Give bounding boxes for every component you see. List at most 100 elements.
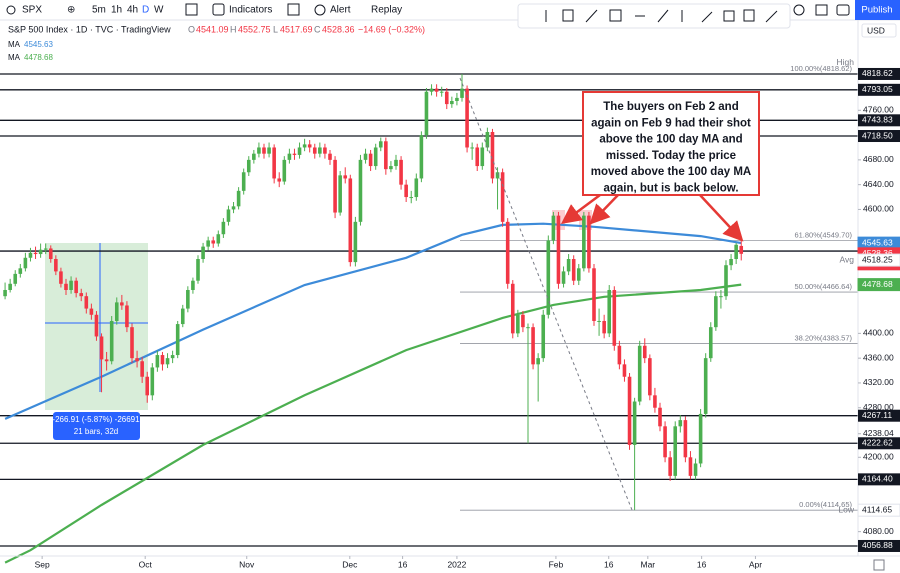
- candle-body: [338, 175, 342, 213]
- price-label: 4478.68: [862, 279, 893, 289]
- candle-body: [622, 364, 627, 377]
- candle-body: [551, 215, 556, 241]
- candle-body: [282, 159, 287, 182]
- interval[interactable]: 1h: [111, 5, 122, 16]
- legend-c-value: 4528.36: [322, 24, 355, 34]
- candle-body: [541, 314, 546, 359]
- x-tick-label: 16: [697, 559, 707, 569]
- alert-icon[interactable]: [314, 4, 326, 16]
- currency[interactable]: USD: [867, 25, 885, 35]
- candle-body: [231, 206, 236, 210]
- candle-body: [292, 153, 297, 155]
- candle-body: [120, 302, 124, 306]
- add-symbol[interactable]: ⊕: [67, 5, 75, 16]
- tool-icon[interactable]: [723, 10, 735, 22]
- tool-icon[interactable]: [585, 9, 598, 23]
- candle-body: [252, 153, 256, 160]
- candle-body: [678, 420, 683, 427]
- axis-layer: 4760.00 4680.00 4640.00 4600.00 4400.00 4360.…: [35, 57, 900, 569]
- interval[interactable]: 5m: [92, 5, 106, 16]
- candle-body: [328, 153, 332, 160]
- candle-body: [216, 234, 221, 244]
- axis-settings[interactable]: [873, 559, 885, 571]
- symbol[interactable]: SPX: [22, 5, 42, 16]
- alert-button[interactable]: Alert: [330, 5, 351, 16]
- tool-icon[interactable]: [657, 9, 669, 23]
- price-tag: Avg: [840, 254, 855, 264]
- candle-body: [38, 249, 43, 255]
- candle-body: [48, 248, 53, 260]
- candle-body: [505, 221, 510, 284]
- snapshot-icon[interactable]: [836, 4, 850, 16]
- tool-icon[interactable]: [609, 9, 622, 22]
- candle-body: [703, 358, 708, 414]
- price-label: 4528.36: [862, 248, 893, 258]
- chart-type-icon[interactable]: [185, 3, 198, 16]
- currency-box[interactable]: [861, 23, 897, 38]
- candle-body: [28, 252, 33, 258]
- candle-body: [637, 345, 642, 402]
- candle-body: [191, 280, 195, 290]
- y-tick-label: 4760.00: [863, 105, 894, 115]
- drawing-tools: [545, 4, 850, 23]
- candle-body: [287, 153, 292, 160]
- tool-icon[interactable]: [743, 9, 755, 22]
- candle-body: [165, 358, 170, 365]
- candle-body: [175, 324, 180, 356]
- price-label-box: [857, 278, 900, 292]
- candle-body: [429, 88, 434, 92]
- legend-o: O: [188, 24, 195, 34]
- y-tick-label: 4280.00: [863, 402, 894, 412]
- high-tag: High: [837, 57, 855, 67]
- y-tick-label: 4080.00: [863, 526, 894, 536]
- legend-l: L: [273, 24, 278, 34]
- candle-body: [632, 401, 637, 445]
- price-tag: Low: [838, 504, 854, 514]
- level-label: 4718.50: [862, 130, 893, 140]
- candle-body: [587, 215, 591, 269]
- candle-body: [94, 314, 99, 337]
- level-label-box: [858, 67, 900, 80]
- candle-body: [663, 426, 667, 458]
- tool-icon[interactable]: [701, 11, 713, 23]
- candle-body: [348, 178, 353, 263]
- level-label: 4267.11: [862, 410, 892, 420]
- publish-button-bg[interactable]: [855, 0, 900, 20]
- fullscreen-icon[interactable]: [815, 4, 828, 16]
- ma-line: [4, 283, 742, 564]
- tool-icon[interactable]: [765, 10, 778, 23]
- candle-body: [140, 361, 144, 377]
- indicators-icon[interactable]: [212, 3, 225, 16]
- candle-body: [597, 320, 601, 322]
- candle-body: [607, 289, 612, 334]
- y-tick-label: 4360.00: [863, 352, 894, 362]
- settings-icon[interactable]: [793, 4, 805, 16]
- drawing-toolbar: [517, 3, 791, 29]
- tool-icon[interactable]: [562, 9, 574, 22]
- candle-body: [272, 147, 276, 179]
- candle-body: [648, 358, 652, 396]
- replay-button[interactable]: Replay: [371, 5, 402, 16]
- search-icon[interactable]: [6, 5, 16, 15]
- candle-body: [409, 197, 414, 199]
- candle-body: [206, 240, 210, 247]
- candle-body: [59, 271, 63, 284]
- candle-body: [312, 147, 317, 154]
- y-tick-label: 4680.00: [863, 154, 894, 164]
- candle-body: [226, 209, 231, 222]
- publish-button[interactable]: Publish: [861, 5, 892, 16]
- candle-body: [389, 166, 393, 170]
- interval[interactable]: 4h: [127, 5, 138, 16]
- annotation-arrow: [589, 194, 619, 225]
- templates-icon[interactable]: [287, 3, 300, 16]
- y-tick-label: 4600.00: [863, 204, 894, 214]
- candle-body: [267, 147, 271, 154]
- interval[interactable]: W: [154, 5, 164, 16]
- indicators-button[interactable]: Indicators: [229, 5, 272, 16]
- candle-body: [89, 308, 94, 315]
- y-tick-label: 4400.00: [863, 328, 894, 338]
- candle-body: [439, 91, 444, 93]
- level-label-box: [858, 114, 900, 127]
- interval[interactable]: D: [142, 5, 149, 16]
- candle-body: [109, 320, 114, 362]
